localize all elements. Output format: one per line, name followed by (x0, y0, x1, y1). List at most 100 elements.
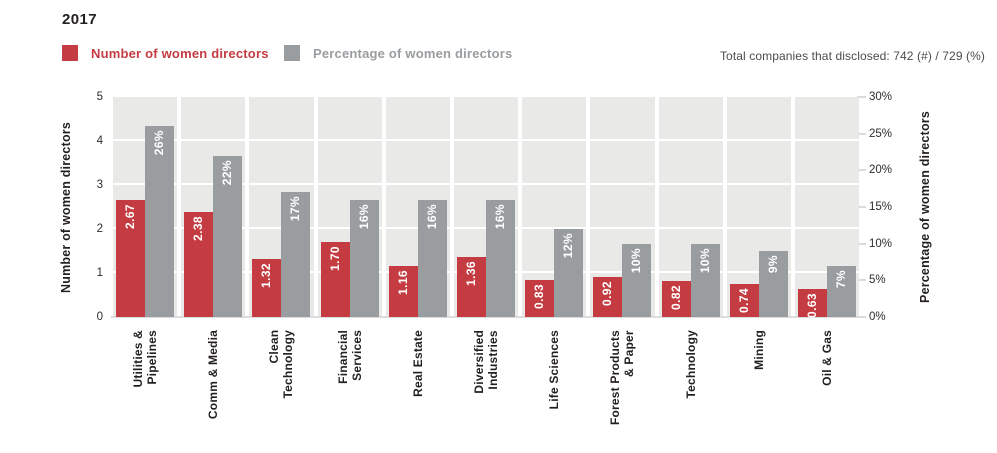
legend-swatch-percent-icon (284, 45, 300, 61)
legend-label-count: Number of women directors (91, 45, 269, 61)
left-axis-tick-label: 4 (96, 135, 103, 147)
left-axis-tick-label: 0 (96, 311, 103, 323)
category-column: 0.82 10% (658, 97, 723, 317)
category-label: Oil & Gas (819, 330, 834, 386)
left-axis-tick-label: 1 (96, 267, 103, 279)
bar-percent: 16% (417, 199, 447, 317)
bar-percent: 9% (758, 251, 788, 317)
gridline (111, 139, 861, 141)
bar-value-label-wrap: 0.82 (662, 285, 691, 310)
right-axis-tick-mark (857, 242, 866, 245)
right-axis-tick-label: 20% (869, 164, 893, 177)
legend-swatch-count-icon (62, 45, 78, 61)
bar-percent: 10% (690, 243, 720, 317)
legend-label-percent: Percentage of women directors (313, 45, 513, 61)
bar-percent: 16% (486, 199, 516, 317)
right-axis-tick-label: 0% (869, 311, 886, 323)
bar-value-label-wrap: 7% (827, 270, 856, 288)
right-axis-tick-label: 15% (869, 201, 893, 213)
category-label-cell: Mining (725, 330, 793, 425)
bar-value-label: 7% (833, 269, 848, 288)
bar-count: 2.67 (116, 199, 146, 317)
bar-count: 0.92 (593, 276, 623, 317)
category-label-cell: Financial Services (316, 330, 384, 425)
category-column: 1.70 16% (317, 97, 382, 317)
bar-value-label-wrap: 1.32 (252, 263, 281, 288)
category-label: Comm & Media (206, 330, 221, 420)
disclosure-note: Total companies that disclosed: 742 (#) … (719, 49, 985, 63)
category-column: 1.36 16% (453, 97, 519, 317)
bar-count: 2.38 (184, 212, 214, 317)
bar-value-label: 16% (356, 203, 371, 229)
bar-percent: 26% (145, 126, 175, 317)
page-title: 2017 (62, 11, 97, 28)
bar-value-label-wrap: 12% (554, 233, 583, 258)
bar-value-label-wrap: 0.74 (730, 288, 759, 313)
right-axis-tick-mark (857, 206, 866, 208)
category-label-cell: Life Sciences (520, 330, 588, 425)
bar-value-label-wrap: 1.36 (457, 261, 486, 286)
category-label: Utilities & Pipelines (131, 330, 160, 388)
bar-value-label: 2.67 (123, 203, 138, 229)
left-axis-tick-label: 2 (96, 223, 103, 235)
bar-percent: 17% (281, 192, 311, 317)
bar-percent: 16% (349, 199, 379, 317)
bar-value-label-wrap: 22% (213, 160, 242, 185)
category-label-cell: Real Estate (384, 330, 452, 425)
bar-value-label: 10% (629, 247, 644, 273)
category-label: Real Estate (410, 330, 425, 397)
bar-value-label-wrap: 10% (622, 248, 651, 273)
category-column: 0.63 7% (794, 97, 860, 318)
bar-count: 0.83 (525, 280, 555, 317)
left-axis-title-wrap: Number of women directors (56, 97, 76, 317)
category-label-cell: Comm & Media (179, 330, 247, 425)
category-label: Technology (683, 330, 698, 399)
legend-item-count: Number of women directors (62, 45, 269, 61)
right-axis-tick-mark (857, 169, 866, 172)
right-axis-title-wrap: Percentage of women directors (915, 97, 935, 317)
bar-value-label-wrap: 2.67 (116, 204, 145, 229)
bar-value-label-wrap: 16% (418, 204, 447, 229)
bar-percent: 7% (826, 265, 856, 317)
right-axis-tick-mark (857, 96, 866, 98)
bar-value-label: 1.32 (259, 262, 274, 288)
category-column: 2.67 26% (113, 97, 178, 317)
category-label: Forest Products & Paper (608, 330, 637, 426)
category-label: Mining (751, 330, 766, 370)
bar-value-label: 1.70 (327, 246, 342, 272)
bar-count: 1.16 (388, 265, 418, 317)
bar-value-label-wrap: 9% (759, 255, 788, 273)
bar-value-label: 12% (561, 233, 576, 259)
x-axis-line (111, 316, 861, 318)
category-label-cell: Diversified Industries (452, 330, 520, 425)
category-labels: Utilities & Pipelines Comm & Media Clean T… (111, 330, 861, 425)
bar-value-label: 1.16 (395, 269, 410, 295)
bar-count: 1.36 (457, 257, 487, 317)
gridline (111, 227, 861, 229)
category-column: 0.92 10% (590, 97, 655, 317)
right-axis-tick-label: 5% (869, 274, 886, 287)
bar-value-label: 10% (697, 247, 712, 273)
category-label-cell: Technology (657, 330, 725, 425)
bar-value-label-wrap: 17% (281, 196, 310, 221)
category-column: 0.74 9% (726, 97, 791, 317)
gridline (111, 183, 861, 185)
bar-value-label: 22% (220, 159, 235, 185)
bar-count: 1.32 (252, 258, 282, 317)
bar-value-label: 9% (765, 255, 780, 274)
category-label-cell: Clean Technology (247, 330, 315, 425)
category-column: 1.32 17% (249, 97, 314, 317)
bar-value-label: 0.82 (668, 284, 683, 310)
bar-value-label-wrap: 2.38 (184, 216, 213, 241)
category-label-cell: Forest Products & Paper (588, 330, 656, 425)
bar-count: 0.82 (661, 280, 691, 317)
bar-value-label: 1.36 (464, 261, 479, 287)
category-label: Diversified Industries (472, 330, 501, 394)
bar-value-label-wrap: 1.70 (321, 246, 350, 271)
category-column: 0.83 12% (522, 97, 587, 317)
plot-area: 2.67 26% 2.38 22% 1.32 17% 1.70 16% 1.16 16% 1.36 1… (111, 97, 861, 318)
bar-value-label-wrap: 0.92 (593, 281, 622, 306)
legend-item-percent: Percentage of women directors (284, 45, 512, 61)
bar-value-label: 2.38 (191, 216, 206, 242)
